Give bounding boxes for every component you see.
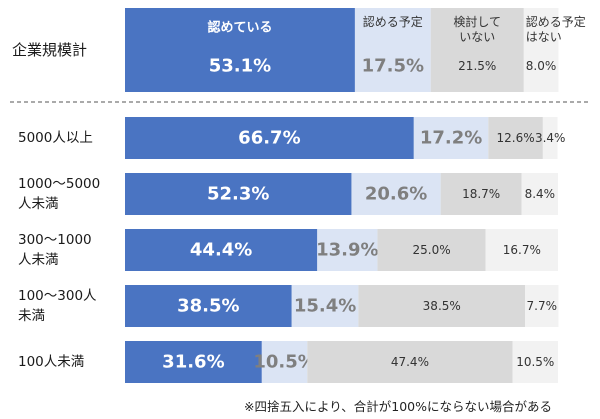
bar-segment bbox=[521, 173, 558, 215]
bar-segment bbox=[485, 229, 558, 271]
bar-segment bbox=[317, 229, 378, 271]
bar-segment bbox=[488, 117, 543, 159]
row-label: 300～1000 bbox=[18, 232, 92, 248]
bar-segment bbox=[307, 341, 513, 383]
data-label: 21.5% bbox=[458, 59, 496, 73]
row-label: 100人未満 bbox=[18, 354, 84, 370]
row-label: 企業規模計 bbox=[12, 41, 87, 59]
series-header-label: 認めている bbox=[207, 20, 272, 36]
row-label: 人未満 bbox=[18, 252, 59, 268]
bar-segment bbox=[351, 173, 441, 215]
bar-segment bbox=[377, 229, 486, 271]
bar-segment bbox=[512, 341, 558, 383]
bar-segment bbox=[125, 117, 414, 159]
data-label: 17.2% bbox=[420, 128, 482, 149]
data-label: 10.5% bbox=[516, 355, 554, 369]
bar-segment bbox=[440, 173, 522, 215]
data-label: 10.5% bbox=[253, 352, 315, 373]
bar-segment bbox=[261, 341, 308, 383]
bar-segment bbox=[523, 8, 559, 92]
data-label: 66.7% bbox=[238, 128, 300, 149]
bar-segment bbox=[413, 117, 489, 159]
data-label: 53.1% bbox=[209, 56, 271, 77]
bar-segment bbox=[125, 285, 292, 327]
bar-segment bbox=[430, 8, 524, 92]
bar-segment bbox=[125, 8, 355, 92]
bar-segment bbox=[542, 117, 558, 159]
data-label: 12.6% bbox=[497, 131, 535, 145]
data-label: 17.5% bbox=[362, 56, 424, 77]
row-label: 5000人以上 bbox=[18, 130, 93, 146]
bar-segment bbox=[358, 285, 526, 327]
data-label: 38.5% bbox=[177, 296, 239, 317]
data-label: 16.7% bbox=[503, 243, 541, 257]
data-label: 31.6% bbox=[162, 352, 224, 373]
series-header-label: はない bbox=[526, 30, 562, 44]
rounding-note: ※四捨五入により、合計が100%にならない場合がある bbox=[244, 399, 552, 414]
data-label: 25.0% bbox=[413, 243, 451, 257]
data-label: 8.4% bbox=[525, 187, 556, 201]
series-header-label: 認める予定 bbox=[363, 14, 423, 29]
row-label: 1000～5000 bbox=[18, 176, 100, 192]
bar-segment bbox=[525, 285, 559, 327]
row-label: 人未満 bbox=[18, 196, 59, 212]
data-label: 13.9% bbox=[316, 240, 378, 261]
data-label: 52.3% bbox=[207, 184, 269, 205]
data-label: 38.5% bbox=[423, 299, 461, 313]
series-header-label: 認める予定 bbox=[526, 14, 586, 29]
data-label: 7.7% bbox=[527, 299, 558, 313]
series-header-label: 検討して bbox=[453, 14, 501, 29]
bar-segment bbox=[291, 285, 359, 327]
data-label: 8.0% bbox=[526, 59, 557, 73]
data-label: 3.4% bbox=[535, 131, 566, 145]
row-label: 100～300人 bbox=[18, 288, 97, 304]
bar-segment bbox=[354, 8, 431, 92]
data-label: 20.6% bbox=[365, 184, 427, 205]
data-label: 47.4% bbox=[391, 355, 429, 369]
bar-segment bbox=[125, 229, 318, 271]
bar-segment bbox=[125, 341, 262, 383]
row-label: 未満 bbox=[18, 308, 45, 324]
data-label: 44.4% bbox=[190, 240, 252, 261]
data-label: 18.7% bbox=[462, 187, 500, 201]
bar-segment bbox=[125, 173, 352, 215]
data-label: 15.4% bbox=[294, 296, 356, 317]
series-header-label: いない bbox=[459, 30, 495, 44]
